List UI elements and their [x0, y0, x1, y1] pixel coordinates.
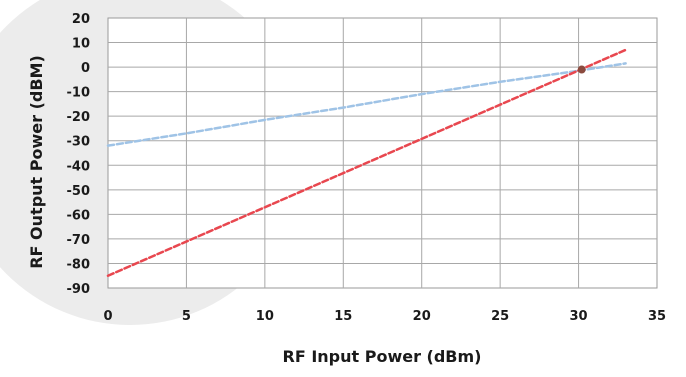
x-tick-label: 35 [648, 309, 666, 324]
x-tick-label: 5 [182, 309, 191, 324]
y-tick-label: -20 [67, 110, 91, 125]
x-tick-label: 30 [570, 309, 588, 324]
y-tick-label: -60 [67, 208, 91, 223]
tick-labels: 0 5 10 15 20 25 30 35 20 10 0 -10 -20 -30 -40 -50 -60 -70… [67, 12, 667, 324]
y-tick-label: -50 [67, 184, 91, 199]
x-axis-title: RF Input Power (dBm) [283, 347, 482, 366]
y-tick-label: -80 [67, 257, 91, 272]
y-tick-label: 10 [72, 37, 90, 52]
y-tick-label: 20 [72, 12, 90, 27]
y-tick-label: -40 [67, 159, 91, 174]
y-tick-label: 0 [81, 61, 90, 76]
x-tick-label: 15 [334, 309, 352, 324]
y-axis-title: RF Output Power (dBM) [27, 55, 46, 269]
y-tick-label: -10 [67, 86, 91, 101]
x-tick-label: 10 [256, 309, 274, 324]
x-tick-label: 0 [103, 309, 112, 324]
plot-area [107, 17, 658, 289]
y-tick-label: -30 [67, 135, 91, 150]
series-line-2 [106, 48, 627, 277]
y-tick-label: -90 [67, 282, 91, 297]
x-tick-label: 25 [491, 309, 509, 324]
grid [108, 18, 657, 288]
series-line-1 [106, 62, 627, 147]
intersection-point [577, 65, 586, 74]
x-tick-label: 20 [413, 309, 431, 324]
series-lines [106, 48, 627, 277]
y-tick-label: -70 [67, 233, 91, 248]
